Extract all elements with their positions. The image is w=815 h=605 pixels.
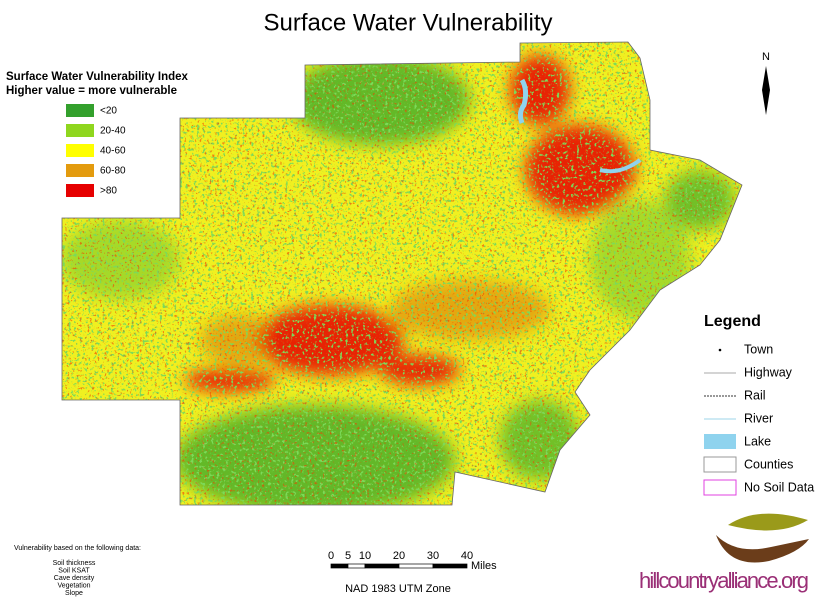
notes-heading: Vulnerability based on the following dat… bbox=[14, 545, 141, 552]
index-swatch bbox=[66, 184, 94, 197]
legend-title: Legend bbox=[704, 313, 761, 330]
index-swatch bbox=[66, 124, 94, 137]
notes-item: Cave density bbox=[54, 575, 95, 582]
scale-tick-label: 10 bbox=[359, 550, 371, 562]
index-legend-title: Surface Water Vulnerability Index bbox=[6, 71, 189, 83]
index-label: 20-40 bbox=[100, 126, 126, 137]
scale-tick-label: 30 bbox=[427, 550, 439, 562]
index-label: 60-80 bbox=[100, 166, 126, 177]
legend-label: River bbox=[744, 411, 773, 425]
scale-segment bbox=[398, 563, 434, 569]
scale-segment bbox=[432, 563, 468, 569]
legend-label: Counties bbox=[744, 457, 793, 471]
nosoil-symbol bbox=[703, 479, 737, 496]
legend-label: Lake bbox=[744, 434, 771, 448]
lake-symbol bbox=[704, 434, 736, 449]
north-label: N bbox=[762, 51, 770, 63]
legend-label: No Soil Data bbox=[744, 480, 814, 494]
legend-label: Highway bbox=[744, 365, 793, 379]
logo-leaf bbox=[728, 513, 808, 531]
scale-unit: Miles bbox=[471, 560, 497, 572]
scale-segment bbox=[364, 563, 400, 569]
notes-item: Slope bbox=[65, 590, 83, 597]
scale-tick-label: 20 bbox=[393, 550, 405, 562]
notes-item: Soil thickness bbox=[53, 560, 96, 567]
index-legend-title: Higher value = more vulnerable bbox=[6, 85, 177, 97]
scale-tick-label: 40 bbox=[461, 550, 473, 562]
index-label: <20 bbox=[100, 106, 117, 117]
town-symbol bbox=[718, 348, 722, 352]
county-symbol bbox=[703, 456, 737, 473]
map-title: Surface Water Vulnerability bbox=[263, 9, 552, 36]
projection: NAD 1983 UTM Zone bbox=[345, 583, 451, 595]
scale-tick-label: 5 bbox=[345, 550, 351, 562]
scale-segment bbox=[330, 563, 349, 569]
logo-text: hillcountryalliance.org bbox=[639, 568, 809, 593]
index-swatch bbox=[66, 144, 94, 157]
index-swatch bbox=[66, 164, 94, 177]
north-arrow: N bbox=[762, 51, 770, 115]
scale-segment bbox=[347, 563, 366, 569]
notes-item: Vegetation bbox=[57, 582, 90, 589]
vulnerability-map bbox=[62, 42, 742, 505]
index-label: 40-60 bbox=[100, 146, 126, 157]
scale-tick-label: 0 bbox=[328, 550, 334, 562]
map-outline bbox=[61, 41, 743, 506]
index-swatch bbox=[66, 104, 94, 117]
index-label: >80 bbox=[100, 186, 117, 197]
notes-item: Soil KSAT bbox=[58, 567, 90, 574]
legend-label: Town bbox=[744, 342, 773, 356]
legend-label: Rail bbox=[744, 388, 766, 402]
logo-hand bbox=[716, 535, 809, 563]
